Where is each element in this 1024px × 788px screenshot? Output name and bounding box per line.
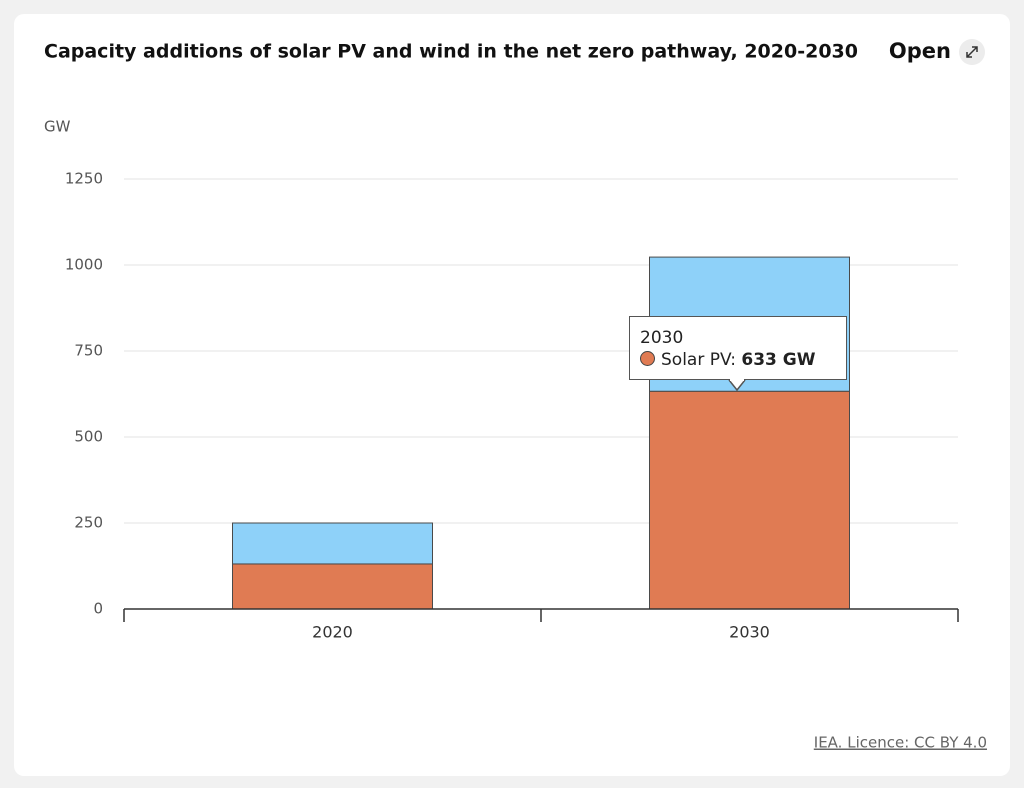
y-tick-label: 1000 (65, 256, 103, 274)
tooltip-title: 2030 (640, 328, 684, 348)
bar-segment (232, 563, 433, 610)
chart-title: Capacity additions of solar PV and wind … (44, 41, 858, 63)
y-axis-unit: GW (44, 118, 71, 136)
open-link[interactable]: Open (889, 39, 951, 63)
tooltip-row: Solar PV 633 GW (640, 349, 836, 371)
x-tick-label: 2030 (729, 623, 770, 642)
open-icon-arrow (966, 46, 978, 58)
tooltip: 2030 Solar PV 633 GW (629, 316, 847, 380)
y-tick-label: 500 (74, 428, 103, 446)
tooltip-series: Solar PV (661, 350, 736, 370)
y-tick-label: 250 (74, 514, 103, 532)
tooltip-dot (640, 351, 655, 366)
y-tick-label: 1250 (65, 170, 103, 188)
tooltip-value: 633 GW (741, 350, 816, 370)
y-tick-label: 0 (93, 600, 103, 618)
x-tick-label: 2020 (312, 623, 353, 642)
bar-segment (232, 522, 433, 565)
y-tick-label: 750 (74, 342, 103, 360)
bar-segment (649, 390, 850, 610)
source-link[interactable]: IEA. Licence: CC BY 4.0 (814, 734, 987, 752)
